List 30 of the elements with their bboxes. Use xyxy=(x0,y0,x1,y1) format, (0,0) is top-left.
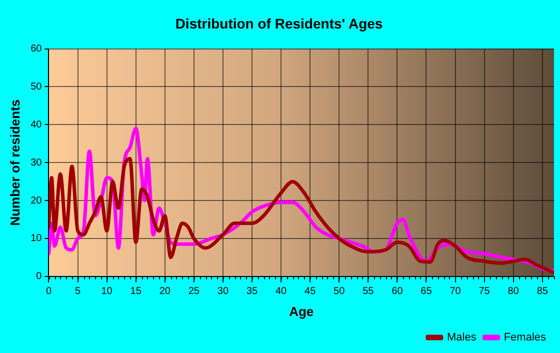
x-tick-label: 55 xyxy=(362,286,374,298)
legend-label: Males xyxy=(446,332,477,344)
chart-title: Distribution of Residents' Ages xyxy=(175,15,383,32)
y-tick-label: 40 xyxy=(30,119,42,130)
x-tick-label: 85 xyxy=(536,286,548,298)
y-tick-label: 50 xyxy=(30,81,42,92)
x-tick-label: 5 xyxy=(74,286,81,298)
x-tick-label: 50 xyxy=(334,286,346,298)
x-tick-label: 40 xyxy=(275,286,288,298)
x-tick-label: 30 xyxy=(217,286,229,298)
y-tick-label: 30 xyxy=(30,157,42,168)
x-tick-label: 35 xyxy=(246,286,258,298)
y-tick-label: 20 xyxy=(30,195,42,206)
legend-label: Females xyxy=(504,332,546,344)
x-tick-label: 10 xyxy=(101,286,113,298)
x-tick-label: 70 xyxy=(450,286,462,298)
y-tick-label: 10 xyxy=(30,233,42,244)
x-tick-label: 80 xyxy=(508,286,520,298)
y-axis-title: Number of residents xyxy=(7,99,22,226)
x-tick-label: 60 xyxy=(392,286,404,298)
x-tick-label: 15 xyxy=(130,286,142,298)
x-tick-label: 0 xyxy=(46,286,52,298)
x-tick-label: 75 xyxy=(478,286,490,298)
x-tick-label: 25 xyxy=(188,286,200,298)
x-tick-label: 20 xyxy=(159,286,171,298)
y-tick-label: 0 xyxy=(36,271,42,282)
x-axis-title: Age xyxy=(289,304,314,319)
y-tick-label: 60 xyxy=(30,44,42,55)
x-tick-label: 45 xyxy=(304,286,316,298)
x-tick-label: 65 xyxy=(420,286,432,298)
